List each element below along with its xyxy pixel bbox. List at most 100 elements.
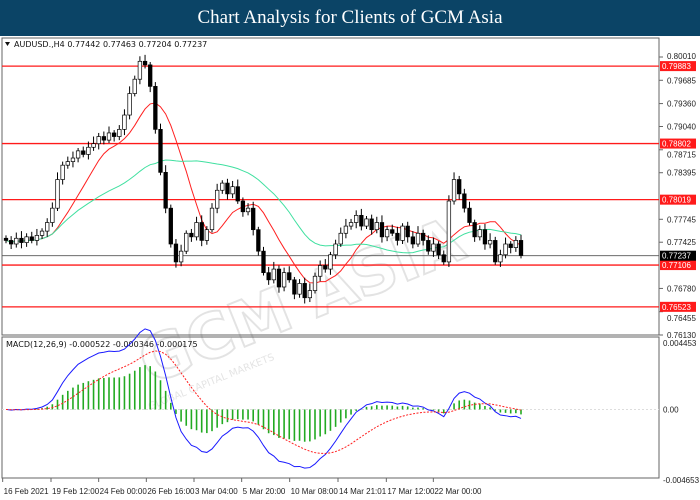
candle-body	[225, 182, 230, 195]
candle	[457, 175, 462, 200]
candle	[245, 203, 251, 216]
candle-body	[261, 250, 266, 274]
candle-body	[390, 229, 395, 234]
candle	[307, 283, 312, 303]
macd-panel	[1, 336, 660, 479]
candle-body	[220, 182, 225, 191]
candle	[178, 244, 184, 267]
candle-body	[60, 164, 65, 180]
candle-body	[96, 136, 101, 145]
current-price-label: 0.77237	[662, 252, 691, 261]
candle	[230, 180, 235, 199]
candle	[34, 228, 40, 246]
candle	[462, 188, 467, 213]
y-tick-label: 0.79040	[667, 123, 696, 132]
x-tick-label: 19 Feb 12:00	[52, 487, 100, 496]
candle	[184, 230, 189, 255]
candle	[318, 260, 323, 282]
candle-body	[323, 265, 328, 270]
candle	[9, 236, 14, 250]
candle-body	[312, 275, 318, 291]
candle-body	[168, 207, 173, 245]
candle	[209, 203, 215, 233]
candle-body	[117, 129, 122, 137]
y-tick-label: 0.77425	[667, 238, 696, 247]
moving-average-line	[5, 102, 522, 284]
candle	[266, 266, 271, 285]
candle	[513, 236, 518, 252]
candle	[29, 231, 34, 244]
candle	[45, 218, 50, 237]
candle	[374, 216, 379, 234]
candle-body	[251, 207, 256, 231]
candle	[168, 204, 173, 248]
candle	[122, 109, 127, 136]
candle-body	[354, 214, 359, 223]
candle	[189, 228, 194, 242]
level-price-tag	[660, 301, 696, 312]
candle	[446, 195, 452, 267]
candle	[204, 226, 210, 245]
candle-body	[431, 243, 436, 252]
candle	[251, 201, 256, 236]
candle-body	[276, 268, 282, 288]
candle-body	[189, 232, 194, 238]
candle-body	[292, 279, 297, 295]
level-price-tag	[660, 61, 696, 72]
candle-body	[240, 200, 246, 213]
page-title: Chart Analysis for Clients of GCM Asia	[0, 0, 700, 36]
candle	[508, 241, 513, 254]
candle-body	[173, 243, 179, 263]
candle	[395, 226, 400, 246]
candle-body	[374, 222, 379, 231]
candle	[256, 226, 261, 256]
candle	[65, 156, 70, 169]
y-tick-label: 0.76455	[667, 314, 696, 323]
candle-body	[379, 222, 385, 238]
candle	[518, 234, 524, 259]
candle-body	[513, 240, 518, 248]
candle	[369, 214, 374, 235]
candle-body	[457, 179, 462, 195]
candle	[215, 183, 220, 214]
candle	[60, 161, 65, 185]
candle	[477, 225, 482, 241]
candle-body	[472, 222, 477, 238]
candle	[111, 130, 117, 142]
candle	[163, 165, 168, 214]
macd-y-tick-label: -0.004653	[663, 476, 700, 485]
candle-body	[318, 265, 323, 277]
candle	[384, 226, 390, 242]
candle-body	[348, 222, 354, 227]
candle	[297, 279, 302, 298]
candle	[81, 146, 86, 158]
symbol-info: AUDUSD.,H4 0.77442 0.77463 0.77204 0.772…	[14, 40, 207, 49]
candle	[451, 172, 457, 205]
candle-body	[421, 232, 426, 241]
candle-body	[122, 114, 127, 130]
x-tick-label: 5 Mar 20:00	[243, 487, 286, 496]
candle-body	[215, 189, 220, 209]
y-tick-label: 0.76130	[667, 331, 696, 340]
candle-body	[163, 172, 168, 209]
candle-body	[446, 200, 452, 263]
candle	[173, 238, 179, 268]
candle-body	[436, 243, 441, 256]
candle	[338, 227, 343, 247]
candle	[3, 235, 9, 244]
dropdown-triangle-icon[interactable]	[5, 42, 10, 46]
candle	[498, 249, 503, 267]
candle-body	[400, 225, 405, 241]
candle-body	[384, 229, 390, 238]
candle	[467, 201, 472, 226]
candle	[400, 223, 405, 245]
candle-body	[426, 240, 431, 252]
candle	[127, 86, 132, 120]
candle-body	[266, 272, 271, 281]
candle	[148, 62, 153, 93]
candle	[24, 233, 29, 247]
candle-body	[498, 254, 503, 263]
candle	[292, 276, 297, 300]
candle-body	[333, 243, 338, 256]
